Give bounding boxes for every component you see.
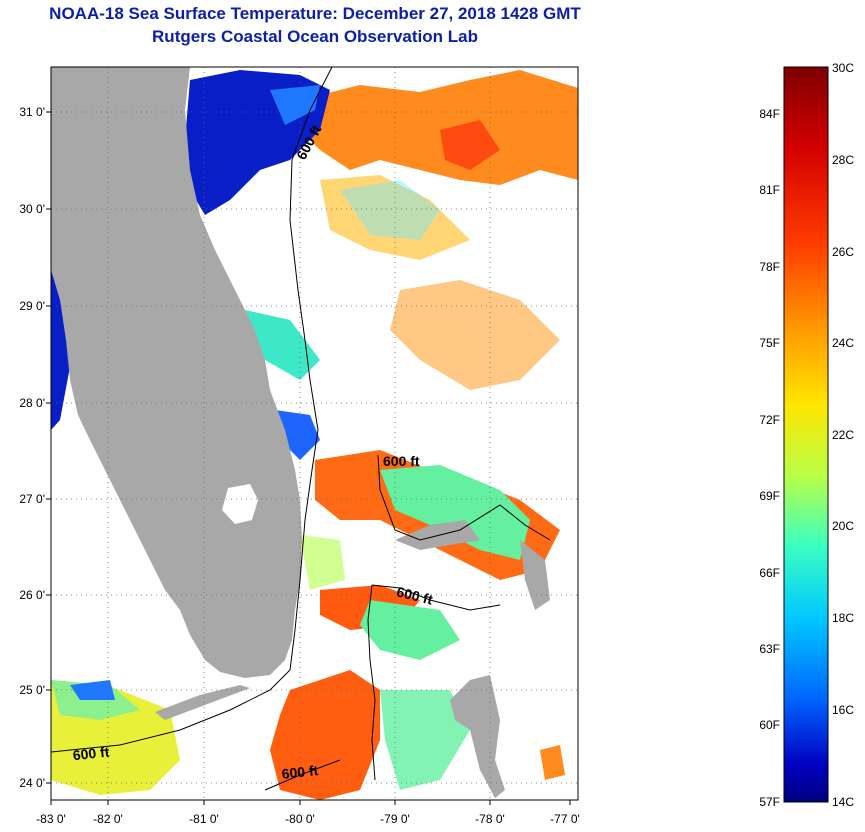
fahrenheit-label: 63F <box>759 642 780 656</box>
lake-okeechobee <box>222 484 258 524</box>
lon-label: -82 0' <box>93 812 123 826</box>
sst-patch <box>275 410 320 460</box>
sst-patch <box>245 310 320 380</box>
sst-layer <box>51 70 578 800</box>
lat-label: 26 0' <box>19 588 45 602</box>
lat-label: 24 0' <box>19 776 45 790</box>
celsius-label: 28C <box>832 153 854 167</box>
graticule <box>51 67 578 800</box>
celsius-label: 18C <box>832 611 854 625</box>
sst-patch <box>360 600 460 660</box>
lon-label: -83 0' <box>36 812 66 826</box>
sst-patch <box>440 120 500 170</box>
sst-patch <box>70 680 115 700</box>
sst-patch <box>540 745 565 780</box>
lon-label: -79 0' <box>380 812 410 826</box>
colorbar-fahrenheit-labels: 84F 81F 78F 75F 72F 69F 66F 63F 60F 57F <box>759 107 780 809</box>
sst-patch <box>270 670 380 800</box>
fahrenheit-label: 84F <box>759 107 780 121</box>
colorbar <box>783 66 829 803</box>
lat-label: 29 0' <box>19 299 45 313</box>
lon-label: -80 0' <box>285 812 315 826</box>
axis-ticks <box>46 111 571 805</box>
map-title: NOAA-18 Sea Surface Temperature: Decembe… <box>49 4 581 23</box>
celsius-label: 16C <box>832 703 854 717</box>
celsius-label: 26C <box>832 245 854 259</box>
sst-patch <box>300 535 345 590</box>
celsius-label: 20C <box>832 519 854 533</box>
bahamas-island <box>520 540 550 610</box>
fahrenheit-label: 75F <box>759 336 780 350</box>
sst-patch <box>270 85 320 125</box>
lon-label: -81 0' <box>189 812 219 826</box>
isobath-600ft <box>51 67 551 791</box>
celsius-label: 24C <box>832 336 854 350</box>
andros-island <box>450 675 505 798</box>
sst-patch <box>390 280 560 390</box>
lat-label: 25 0' <box>19 683 45 697</box>
sst-patch <box>300 70 578 185</box>
plot-frame <box>50 66 579 801</box>
lat-label: 27 0' <box>19 492 45 506</box>
lat-label: 28 0' <box>19 396 45 410</box>
lon-label: -78 0' <box>475 812 505 826</box>
celsius-label: 22C <box>832 428 854 442</box>
map-subtitle: Rutgers Coastal Ocean Observation Lab <box>152 27 478 46</box>
fahrenheit-label: 78F <box>759 260 780 274</box>
sst-patch <box>380 465 530 560</box>
isobath-label: 600 ft <box>72 743 110 763</box>
florida-peninsula <box>51 67 302 678</box>
colorbar-celsius-labels: 30C 28C 26C 24C 22C 20C 18C 16C 14C <box>832 61 854 809</box>
lon-label: -77 0' <box>550 812 580 826</box>
fahrenheit-label: 60F <box>759 718 780 732</box>
fahrenheit-label: 81F <box>759 183 780 197</box>
fahrenheit-label: 69F <box>759 489 780 503</box>
bahamas-island <box>395 520 480 550</box>
isobath-label: 600 ft <box>281 762 319 782</box>
florida-keys <box>155 685 250 720</box>
lat-label: 31 0' <box>19 105 45 119</box>
land <box>51 67 550 798</box>
fahrenheit-label: 57F <box>759 795 780 809</box>
fahrenheit-label: 66F <box>759 566 780 580</box>
celsius-label: 30C <box>832 61 854 75</box>
sst-patch <box>340 180 440 240</box>
lat-label: 30 0' <box>19 202 45 216</box>
fahrenheit-label: 72F <box>759 413 780 427</box>
isobath-label: 600 ft <box>383 453 420 469</box>
celsius-label: 14C <box>832 795 854 809</box>
sst-patch <box>380 690 470 790</box>
